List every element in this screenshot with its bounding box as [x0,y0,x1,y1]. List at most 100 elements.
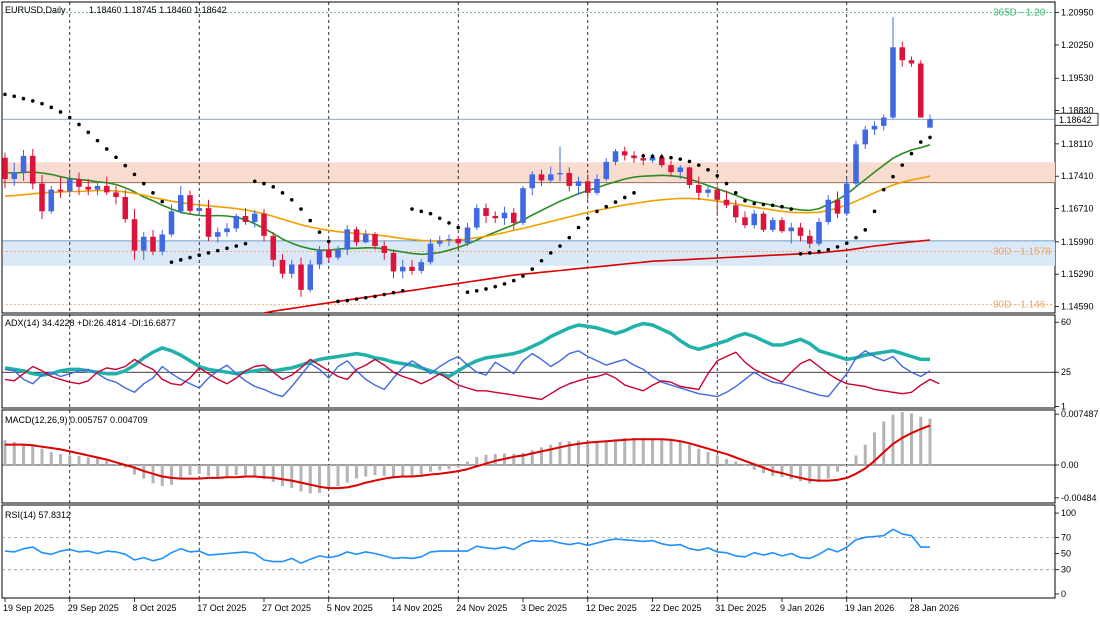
candle-body-14 [131,219,138,251]
candle-body-49 [455,239,462,244]
price-ohlc: 1.18460 1.18745 1.18460 1.18642 [89,5,227,15]
candle-body-27 [251,213,258,222]
price-ytick-label-1: 1.20250 [1061,40,1094,50]
rsi-ytick-label-4: 0 [1061,589,1066,599]
macd-bar-22 [207,464,210,476]
candle-body-36 [335,249,341,258]
macd-bar-50 [466,461,469,465]
candle-body-93 [862,129,869,145]
zone-0 [3,162,1055,183]
candle-body-88 [816,221,822,244]
sar-dot-82 [761,202,766,207]
macd-bar-76 [706,452,710,465]
sar-dot-23 [215,248,220,253]
candle-body-13 [122,197,129,220]
macd-bar-55 [512,454,516,465]
sar-dot-6 [58,110,63,114]
candle-body-50 [464,227,471,244]
sar-dot-2 [21,96,26,101]
sar-dot-30 [280,191,285,195]
macd-bar-96 [891,414,895,465]
macd-bar-94 [873,432,876,465]
macd-bar-93 [863,444,867,465]
sar-dot-88 [817,249,821,254]
rsi-frame [1,504,1056,599]
candle-body-75 [695,184,702,193]
macd-bar-33 [308,464,312,494]
sar-dot-70 [650,154,655,159]
macd-bar-6 [59,454,62,465]
macd-bar-45 [419,464,423,475]
macd-bar-77 [715,455,719,465]
macd-bar-89 [826,464,830,479]
macd-frame [1,409,1056,504]
macd-bar-36 [336,464,340,487]
candle-body-66 [612,151,619,162]
sar-dot-59 [548,251,553,255]
macd-bar-32 [299,464,303,492]
sar-dot-20 [188,255,192,260]
price-ytick-label-0: 1.20950 [1061,8,1094,18]
macd-bar-69 [641,437,645,465]
sar-dot-44 [410,207,414,211]
macd-bar-56 [521,452,525,465]
macd-bar-43 [401,464,405,478]
candle-body-32 [298,264,304,290]
sar-dot-1 [12,94,17,99]
sar-dot-46 [428,211,433,216]
sar-dot-96 [891,174,895,179]
sar-dot-98 [909,151,914,156]
candle-body-19 [177,195,184,212]
macd-bar-0 [3,440,7,465]
macd-bar-48 [447,464,451,470]
sar-dot-90 [835,245,840,249]
candle-body-4 [39,183,45,212]
adx-ytick-label-1: 25 [1061,367,1071,377]
macd-bar-99 [919,416,923,465]
macd-bar-79 [734,461,738,465]
macd-bar-52 [484,454,488,465]
sar-dot-24 [225,246,229,251]
candle-body-82 [760,213,767,230]
sar-dot-76 [706,167,710,172]
macd-bar-60 [558,441,562,465]
macd-bar-35 [327,464,331,489]
macd-bar-14 [133,464,136,475]
price-ytick-label-8: 1.15290 [1061,269,1094,279]
sar-dot-57 [530,267,535,271]
rsi-ytick-label-1: 70 [1061,532,1071,542]
xtick-label-9: 12 Dec 2025 [586,603,637,613]
candle-body-16 [150,236,156,252]
candle-body-69 [640,158,647,161]
sar-dot-64 [595,209,599,214]
macd-bar-9 [86,457,90,465]
candle-body-92 [853,144,859,184]
macd-bar-10 [96,458,99,465]
sar-dot-22 [206,251,211,255]
candle-body-81 [751,213,758,226]
macd-bar-28 [262,464,266,480]
candle-body-73 [677,167,684,173]
candle-body-24 [224,228,230,233]
current-price-label: 1.18642 [1059,115,1092,125]
candle-body-28 [261,213,267,236]
macd-bar-65 [604,441,608,465]
macd-bar-91 [845,464,849,466]
macd-bar-5 [49,452,53,465]
sar-dot-39 [363,295,368,300]
sar-dot-21 [197,253,202,258]
candle-body-18 [168,211,175,235]
candle-body-83 [769,220,776,230]
candle-body-55 [510,212,517,223]
price-title: EURUSD,Daily [5,5,66,15]
sar-dot-89 [826,247,831,252]
candle-body-11 [103,185,110,193]
sar-dot-65 [604,204,609,209]
rsi-ytick-label-0: 100 [1061,508,1076,518]
candle-body-65 [603,161,610,179]
candle-body-98 [908,60,915,64]
candle-body-15 [140,236,147,251]
macd-bar-46 [429,464,432,472]
sar-dot-56 [521,274,525,278]
macd-bar-8 [77,456,81,465]
